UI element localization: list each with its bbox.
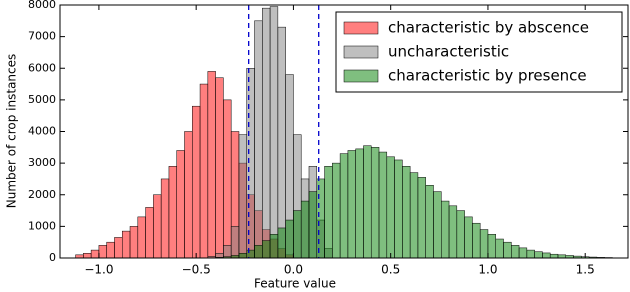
y-tick-label: 1000 bbox=[28, 219, 56, 232]
bar bbox=[479, 229, 489, 259]
bar bbox=[300, 200, 310, 259]
bar bbox=[192, 105, 201, 259]
bar bbox=[370, 147, 380, 259]
bar bbox=[503, 241, 512, 259]
y-tick-label: 7000 bbox=[28, 30, 56, 43]
bar bbox=[199, 83, 209, 259]
bar bbox=[262, 240, 271, 259]
bar bbox=[285, 219, 294, 259]
bar bbox=[339, 153, 349, 259]
legend-swatch bbox=[343, 45, 379, 59]
bar bbox=[363, 145, 372, 259]
bar bbox=[121, 230, 131, 259]
bar bbox=[378, 151, 388, 259]
legend-swatch bbox=[343, 21, 379, 35]
x-tick-label: −0.5 bbox=[182, 263, 211, 277]
bar bbox=[332, 162, 341, 259]
bar bbox=[238, 134, 247, 259]
bar bbox=[90, 249, 100, 259]
bar bbox=[230, 226, 240, 259]
y-tick-label: 2000 bbox=[28, 188, 56, 201]
bar bbox=[215, 77, 224, 259]
bar bbox=[526, 249, 535, 259]
bar bbox=[409, 172, 419, 259]
bar bbox=[254, 245, 263, 259]
bar bbox=[246, 249, 255, 259]
bar bbox=[542, 252, 551, 259]
bar bbox=[98, 245, 107, 259]
bar bbox=[308, 191, 318, 259]
x-axis-label: Feature value bbox=[254, 277, 336, 291]
bar bbox=[472, 222, 481, 259]
bar bbox=[223, 245, 232, 259]
bar bbox=[347, 150, 356, 259]
bar bbox=[417, 177, 426, 259]
bar bbox=[269, 6, 279, 259]
x-tick-label: 0.0 bbox=[284, 263, 303, 277]
bar bbox=[145, 207, 154, 259]
bar bbox=[293, 210, 302, 259]
bar bbox=[495, 238, 504, 259]
bar bbox=[448, 205, 458, 259]
bar bbox=[160, 178, 170, 259]
y-tick-label: 4000 bbox=[28, 125, 56, 138]
legend-swatch bbox=[343, 69, 379, 83]
bar bbox=[511, 245, 520, 259]
y-tick-label: 6000 bbox=[28, 61, 56, 74]
x-tick-label: −1.0 bbox=[84, 263, 113, 277]
legend-label: uncharacteristic bbox=[388, 43, 509, 61]
bar bbox=[269, 234, 279, 259]
bar bbox=[106, 241, 115, 259]
bar bbox=[441, 200, 450, 259]
legend-label: characteristic by presence bbox=[388, 67, 587, 85]
bar bbox=[464, 216, 473, 259]
bar bbox=[402, 166, 411, 259]
bar bbox=[168, 166, 177, 259]
bar bbox=[114, 237, 123, 259]
legend-box bbox=[335, 11, 623, 93]
bar bbox=[487, 234, 496, 259]
bar bbox=[223, 99, 232, 259]
y-tick-label: 8000 bbox=[28, 0, 56, 11]
bar bbox=[277, 26, 286, 259]
y-tick-label: 5000 bbox=[28, 93, 56, 106]
bar bbox=[518, 247, 528, 259]
x-tick-label: 0.5 bbox=[381, 263, 400, 277]
bar bbox=[549, 253, 559, 259]
bar bbox=[246, 68, 255, 259]
bar bbox=[176, 150, 185, 259]
bar bbox=[83, 253, 92, 259]
bar bbox=[262, 7, 271, 259]
bar bbox=[207, 71, 216, 259]
bar bbox=[425, 185, 434, 259]
bar bbox=[153, 194, 162, 259]
bar bbox=[129, 226, 139, 259]
bar bbox=[137, 216, 146, 259]
bar bbox=[456, 210, 465, 259]
bar bbox=[277, 227, 286, 259]
x-tick-label: 1.5 bbox=[576, 263, 595, 277]
bar bbox=[316, 178, 325, 259]
y-axis-label: Number of crop instances bbox=[5, 54, 19, 209]
bar bbox=[534, 251, 543, 259]
bar bbox=[355, 148, 364, 259]
legend: characteristic by abscence uncharacterist… bbox=[335, 11, 623, 93]
bar bbox=[324, 166, 333, 259]
bar bbox=[184, 131, 193, 259]
x-tick-label: 1.0 bbox=[478, 263, 497, 277]
bar bbox=[238, 253, 247, 259]
legend-label: characteristic by abscence bbox=[388, 19, 589, 37]
bar bbox=[433, 191, 442, 259]
y-tick-label: 0 bbox=[49, 251, 56, 264]
bar bbox=[386, 156, 395, 259]
y-tick-label: 3000 bbox=[28, 156, 56, 169]
bar bbox=[254, 20, 263, 259]
bar bbox=[394, 159, 403, 259]
